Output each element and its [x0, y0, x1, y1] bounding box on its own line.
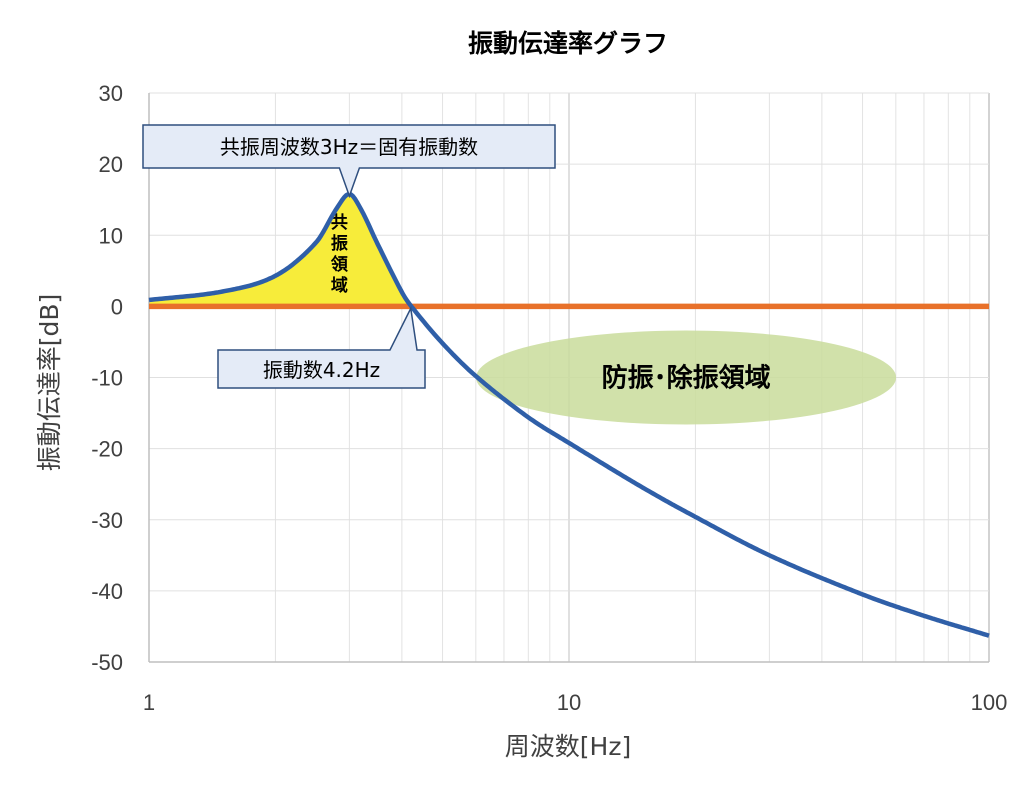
- crossing-callout-box: [217, 305, 426, 389]
- y-tick-label: 30: [99, 81, 123, 106]
- y-tick-label: 0: [111, 294, 123, 319]
- y-axis-label: 振動伝達率[dB]: [35, 294, 64, 472]
- resonance-zone-fill: [149, 194, 411, 307]
- crossing-callout-text: 振動数4.2Hz: [263, 358, 380, 382]
- resonance-callout: 共振周波数3Hz＝固有振動数: [142, 124, 556, 199]
- x-axis-label: 周波数[Hz]: [505, 732, 631, 761]
- chart-title: 振動伝達率グラフ: [468, 29, 668, 58]
- x-tick-label: 10: [557, 690, 581, 715]
- x-tick-label: 1: [143, 690, 155, 715]
- resonance-zone-label: 共振領域: [331, 213, 349, 296]
- series-layer: [148, 191, 990, 638]
- isolation-zone-label: 防振･除振領域: [602, 363, 771, 394]
- plot-axes: [148, 93, 989, 663]
- resonance-callout-box: [142, 124, 556, 199]
- resonance-zone-char: 域: [331, 275, 348, 296]
- y-tick-label: 10: [99, 223, 123, 248]
- resonance-callout-text: 共振周波数3Hz＝固有振動数: [220, 135, 478, 159]
- y-tick-label: -20: [91, 437, 123, 462]
- y-tick-label: -50: [91, 650, 123, 675]
- crossing-callout: 振動数4.2Hz: [217, 305, 426, 389]
- x-tick-label: 100: [971, 690, 1008, 715]
- y-tick-label: -40: [91, 579, 123, 604]
- isolation-zone-ellipse: [476, 330, 897, 425]
- y-tick-label: 20: [99, 152, 123, 177]
- resonance-zone-char: 振: [331, 233, 348, 254]
- y-tick-label: -10: [91, 366, 123, 391]
- y-tick-label: -30: [91, 508, 123, 533]
- resonance-zone-char: 領: [331, 254, 349, 275]
- resonance-zone-char: 共: [331, 213, 348, 233]
